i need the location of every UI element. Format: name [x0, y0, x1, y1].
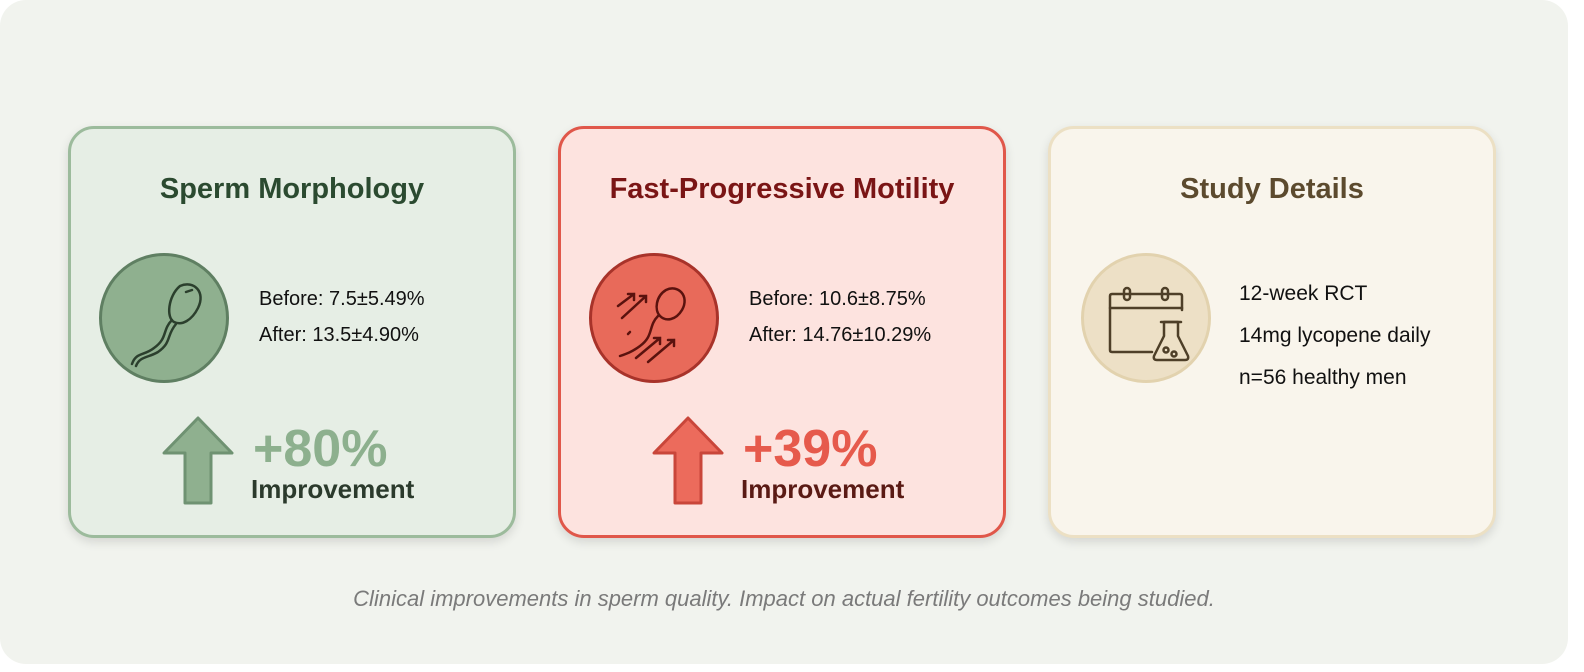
study-dose: 14mg lycopene daily — [1239, 324, 1431, 347]
infographic-panel: Sperm Morphology Before: 7.5±5.49% After… — [0, 0, 1568, 664]
change-percent: +39% — [743, 420, 878, 478]
card-fast-progressive-motility: Fast-Progressive Motility Before: 10.6±8… — [558, 126, 1006, 538]
sperm-icon — [99, 253, 229, 383]
up-arrow-icon — [652, 416, 724, 505]
after-value: After: 14.76±10.29% — [749, 324, 932, 346]
change-percent: +80% — [253, 420, 388, 478]
card-title: Fast-Progressive Motility — [609, 173, 955, 205]
stats: Before: 10.6±8.75% After: 14.76±10.29% — [749, 281, 931, 353]
calendar-flask-icon — [1081, 253, 1211, 383]
before-value: Before: 7.5±5.49% — [259, 288, 425, 310]
study-duration: 12-week RCT — [1239, 282, 1368, 305]
change-label: Improvement — [251, 474, 415, 504]
before-value: Before: 10.6±8.75% — [749, 288, 926, 310]
change-label: Improvement — [741, 474, 905, 504]
stats: Before: 7.5±5.49% After: 13.5±4.90% — [259, 281, 425, 353]
study-details-list: 12-week RCT 14mg lycopene daily n=56 hea… — [1239, 273, 1430, 399]
card-study-details: Study Details 12-week RCT 14mg lycopene … — [1048, 126, 1496, 538]
motile-sperm-icon — [589, 253, 719, 383]
caption: Clinical improvements in sperm quality. … — [353, 586, 1215, 611]
card-title: Study Details — [1180, 173, 1364, 205]
study-sample: n=56 healthy men — [1239, 366, 1407, 389]
up-arrow-icon — [162, 416, 234, 505]
card-sperm-morphology: Sperm Morphology Before: 7.5±5.49% After… — [68, 126, 516, 538]
after-value: After: 13.5±4.90% — [259, 324, 419, 346]
card-title: Sperm Morphology — [159, 173, 425, 205]
